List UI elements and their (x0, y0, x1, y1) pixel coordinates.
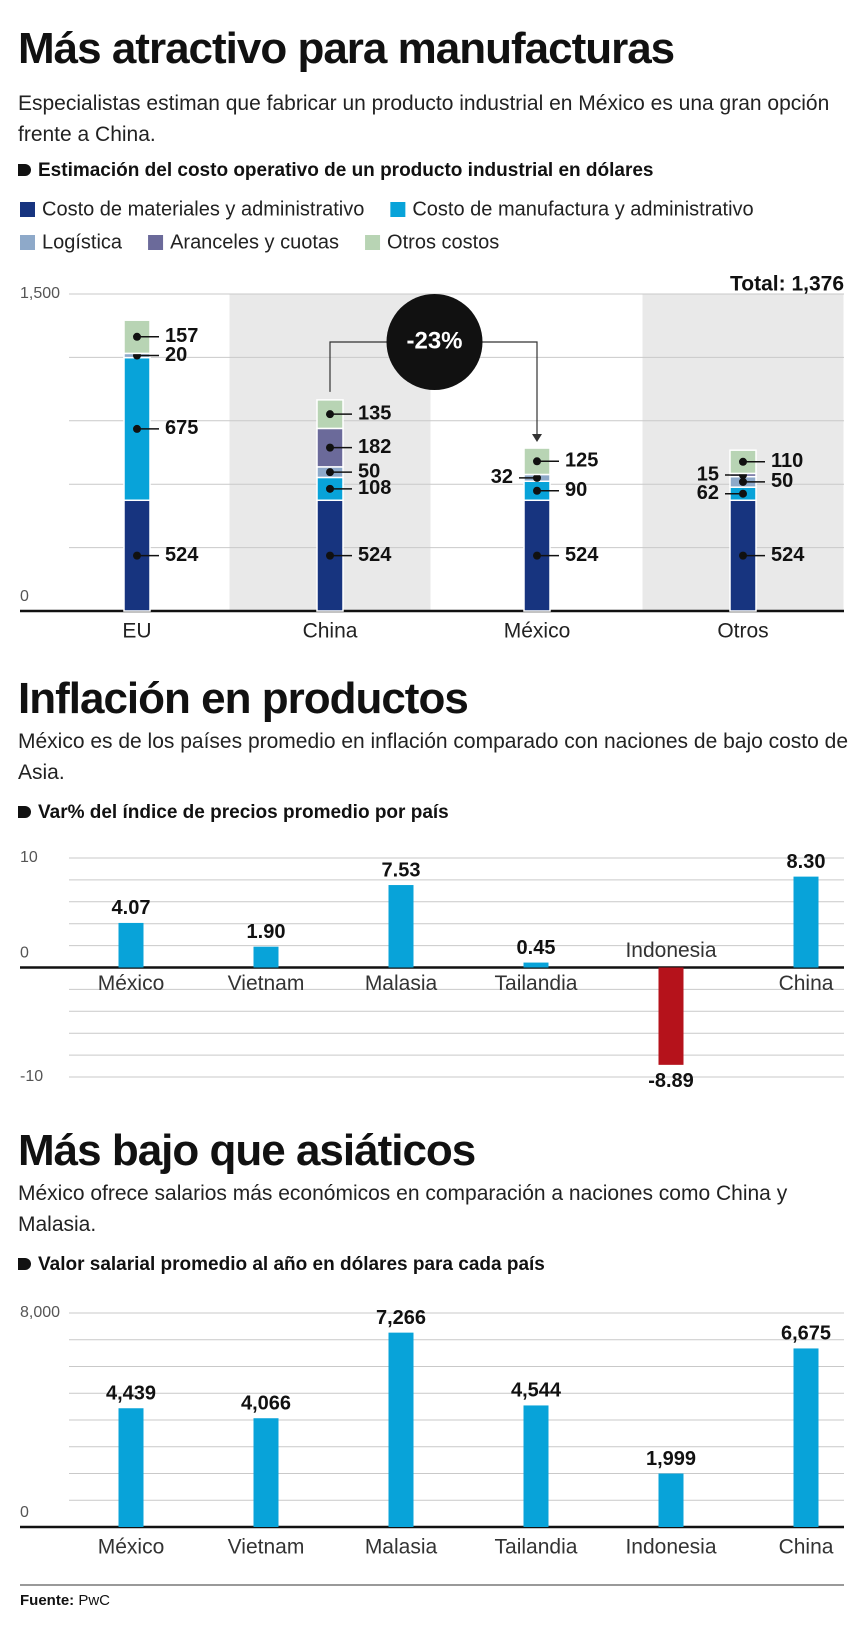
change-label: -23% (406, 327, 462, 354)
x-tick-label: Indonesia (625, 939, 716, 962)
bullet (18, 164, 31, 176)
x-tick-label: Malasia (365, 972, 438, 995)
section-subtitle: México ofrece salarios más económicos en… (18, 1182, 788, 1236)
bar (658, 967, 684, 1065)
bar (388, 885, 414, 968)
bar (523, 1405, 549, 1527)
y-tick-label: 0 (20, 1504, 29, 1521)
x-tick-label: Tailandia (495, 1536, 578, 1559)
value-label: 524 (358, 544, 392, 566)
legend-swatch (365, 235, 381, 250)
value-label: 125 (565, 450, 598, 472)
value-label: 8.30 (787, 851, 826, 873)
change-badge (386, 294, 483, 390)
legend-label: Costo de manufactura y administrativo (412, 198, 753, 220)
value-label: 1.90 (247, 921, 286, 943)
total-label: Total: 1,376 (730, 273, 844, 296)
legend-swatch (20, 202, 35, 217)
legend-swatch (390, 202, 406, 217)
x-tick-label: EU (122, 620, 151, 643)
bar (253, 1418, 279, 1527)
y-tick-label: 0 (20, 588, 29, 605)
bar (658, 1473, 684, 1527)
value-label: 20 (165, 344, 187, 366)
x-tick-label: México (504, 620, 571, 643)
legend-label: Costo de materiales y administrativo (42, 198, 364, 220)
legend-label: Logística (42, 231, 123, 253)
value-label: 4,544 (511, 1380, 562, 1402)
section-subtitle: México es de los países promedio en infl… (18, 730, 849, 784)
value-label: 524 (565, 544, 599, 566)
value-label: 4,439 (106, 1383, 156, 1405)
x-tick-label: China (303, 620, 358, 643)
value-label: 50 (358, 460, 380, 482)
section-subtitle: Especialistas estiman que fabricar un pr… (18, 92, 830, 146)
x-tick-label: México (98, 972, 165, 995)
legend-swatch (20, 235, 35, 250)
source-label: Fuente: (20, 1592, 75, 1609)
value-label: 182 (358, 436, 391, 458)
legend-swatch (148, 235, 164, 250)
x-tick-label: Tailandia (495, 972, 578, 995)
value-label: 135 (358, 402, 391, 424)
value-label: -8.89 (648, 1070, 694, 1092)
y-tick-label: 8,000 (20, 1304, 60, 1321)
chart-label: Var% del índice de precios promedio por … (18, 802, 449, 824)
y-tick-label: 0 (20, 945, 29, 962)
section-title: Inflación en productos (18, 674, 469, 723)
x-tick-label: Vietnam (228, 972, 305, 995)
value-label: 524 (165, 544, 199, 566)
value-label: 110 (771, 450, 803, 472)
x-tick-label: Malasia (365, 1536, 438, 1559)
bar (118, 922, 144, 968)
bar (388, 1332, 414, 1527)
value-label: 1,999 (646, 1448, 696, 1470)
value-label: 108 (358, 477, 391, 499)
footer: Fuente: PwC (20, 1592, 110, 1609)
chart-label: Estimación del costo operativo de un pro… (18, 160, 654, 182)
y-tick-label: -10 (20, 1068, 43, 1085)
y-tick-label: 1,500 (20, 285, 60, 302)
chart-label: Valor salarial promedio al año en dólare… (18, 1254, 545, 1276)
value-label: 0.45 (517, 937, 556, 959)
y-tick-label: 10 (20, 849, 38, 866)
value-label: 524 (771, 544, 805, 566)
value-label: 90 (565, 479, 587, 501)
x-tick-label: Vietnam (228, 1536, 305, 1559)
value-label: 7.53 (382, 859, 421, 881)
arrow-head (532, 434, 542, 443)
source: PwC (78, 1592, 111, 1609)
chart-label-text: Estimación del costo operativo de un pro… (38, 160, 654, 181)
section-title: Más atractivo para manufacturas (18, 24, 675, 73)
value-label: 62 (697, 482, 719, 504)
bar (793, 876, 819, 968)
bullet (18, 806, 31, 818)
chart-label-text: Var% del índice de precios promedio por … (38, 802, 449, 823)
x-tick-label: México (98, 1536, 165, 1559)
value-label: 50 (771, 470, 793, 492)
value-label: 7,266 (376, 1307, 426, 1329)
value-label: 15 (697, 463, 719, 485)
x-tick-label: Indonesia (625, 1536, 716, 1559)
value-label: 675 (165, 417, 198, 439)
bullet (18, 1258, 31, 1270)
chart-label-text: Valor salarial promedio al año en dólare… (38, 1254, 545, 1275)
x-tick-label: China (779, 972, 834, 995)
bar (523, 962, 549, 968)
value-label: 32 (491, 466, 513, 488)
section-title: Más bajo que asiáticos (18, 1126, 476, 1175)
value-label: 6,675 (781, 1323, 831, 1345)
legend-label: Otros costos (387, 231, 499, 253)
bar (118, 1408, 144, 1527)
x-tick-label: China (779, 1536, 834, 1559)
legend-label: Aranceles y cuotas (170, 231, 339, 253)
value-label: 4.07 (112, 897, 151, 919)
bar (253, 946, 279, 968)
value-label: 4,066 (241, 1393, 291, 1415)
x-tick-label: Otros (717, 620, 768, 643)
value-label: 157 (165, 325, 198, 347)
bar (793, 1348, 819, 1527)
